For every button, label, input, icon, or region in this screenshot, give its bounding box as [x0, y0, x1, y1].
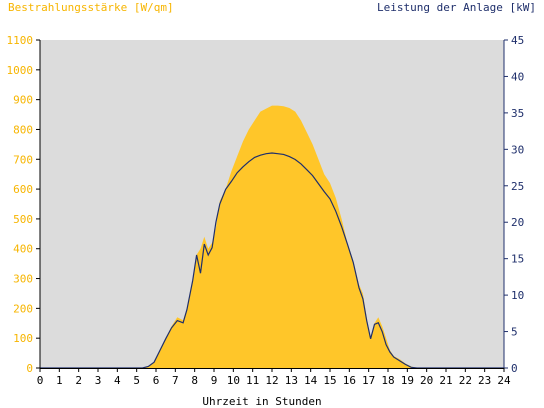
x-tick-label: 12 — [265, 374, 278, 387]
x-tick-label: 8 — [191, 374, 198, 387]
left-tick-label: 0 — [26, 362, 33, 375]
left-tick-label: 300 — [13, 273, 33, 286]
right-tick-label: 35 — [511, 107, 524, 120]
left-tick-label: 900 — [13, 94, 33, 107]
left-tick-label: 600 — [13, 183, 33, 196]
x-tick-label: 16 — [343, 374, 356, 387]
right-tick-label: 20 — [511, 216, 524, 229]
x-tick-label: 1 — [56, 374, 63, 387]
series-layer — [40, 105, 504, 369]
left-tick-label: 100 — [13, 332, 33, 345]
right-tick-label: 5 — [511, 326, 518, 339]
x-tick-label: 3 — [95, 374, 102, 387]
right-axis-title: Leistung der Anlage [kW] — [377, 1, 536, 14]
x-tick-label: 14 — [304, 374, 318, 387]
x-tick-label: 2 — [75, 374, 82, 387]
power-line — [40, 152, 504, 369]
left-tick-label: 1000 — [7, 64, 34, 77]
x-tick-label: 17 — [362, 374, 375, 387]
right-tick-label: 30 — [511, 143, 524, 156]
x-tick-label: 15 — [323, 374, 336, 387]
left-tick-label: 800 — [13, 123, 33, 136]
x-tick-label: 6 — [153, 374, 160, 387]
right-tick-label: 25 — [511, 180, 524, 193]
left-tick-label: 500 — [13, 213, 33, 226]
x-tick-label: 11 — [246, 374, 259, 387]
x-tick-label: 7 — [172, 374, 179, 387]
left-tick-label: 700 — [13, 153, 33, 166]
ticks-layer: 0100200300400500600700800900100011000510… — [7, 34, 525, 387]
x-tick-label: 22 — [459, 374, 472, 387]
left-tick-label: 1100 — [7, 34, 34, 47]
x-tick-label: 5 — [133, 374, 140, 387]
right-tick-label: 45 — [511, 34, 524, 47]
x-tick-label: 4 — [114, 374, 121, 387]
x-tick-label: 21 — [439, 374, 452, 387]
x-tick-label: 9 — [211, 374, 218, 387]
x-axis-title: Uhrzeit in Stunden — [202, 395, 321, 408]
right-tick-label: 0 — [511, 362, 518, 375]
left-tick-label: 400 — [13, 243, 33, 256]
right-tick-label: 40 — [511, 70, 524, 83]
right-tick-label: 10 — [511, 289, 524, 302]
right-tick-label: 15 — [511, 253, 524, 266]
x-tick-label: 13 — [285, 374, 298, 387]
x-tick-label: 18 — [381, 374, 394, 387]
x-tick-label: 23 — [478, 374, 491, 387]
left-axis-title: Bestrahlungsstärke [W/qm] — [8, 1, 174, 14]
x-tick-label: 19 — [401, 374, 414, 387]
x-tick-label: 10 — [227, 374, 240, 387]
irradiance-area — [142, 105, 423, 368]
x-tick-label: 0 — [37, 374, 44, 387]
x-tick-label: 20 — [420, 374, 433, 387]
left-tick-label: 200 — [13, 302, 33, 315]
x-tick-label: 24 — [497, 374, 511, 387]
